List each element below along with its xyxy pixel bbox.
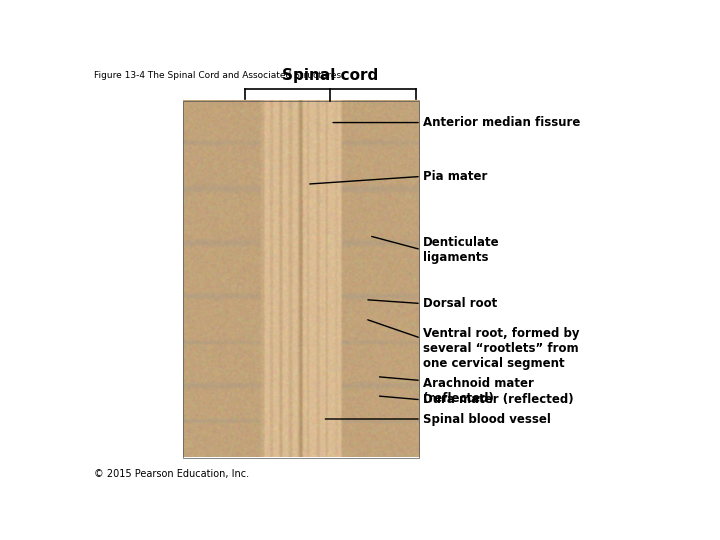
- Text: © 2015 Pearson Education, Inc.: © 2015 Pearson Education, Inc.: [94, 469, 249, 479]
- Text: Figure 13-4 The Spinal Cord and Associated Structures.: Figure 13-4 The Spinal Cord and Associat…: [94, 71, 344, 80]
- Text: Dura mater (reflected): Dura mater (reflected): [423, 393, 574, 406]
- Text: Spinal cord: Spinal cord: [282, 68, 379, 83]
- Text: Denticulate
ligaments: Denticulate ligaments: [423, 235, 500, 264]
- Text: Anterior median fissure: Anterior median fissure: [423, 116, 580, 129]
- Text: Pia mater: Pia mater: [423, 170, 487, 183]
- Text: Arachnoid mater
(reflected): Arachnoid mater (reflected): [423, 377, 534, 404]
- Bar: [183, 101, 419, 457]
- Text: Dorsal root: Dorsal root: [423, 297, 498, 310]
- Text: Spinal blood vessel: Spinal blood vessel: [423, 413, 551, 426]
- Text: Ventral root, formed by
several “rootlets” from
one cervical segment: Ventral root, formed by several “rootlet…: [423, 327, 580, 369]
